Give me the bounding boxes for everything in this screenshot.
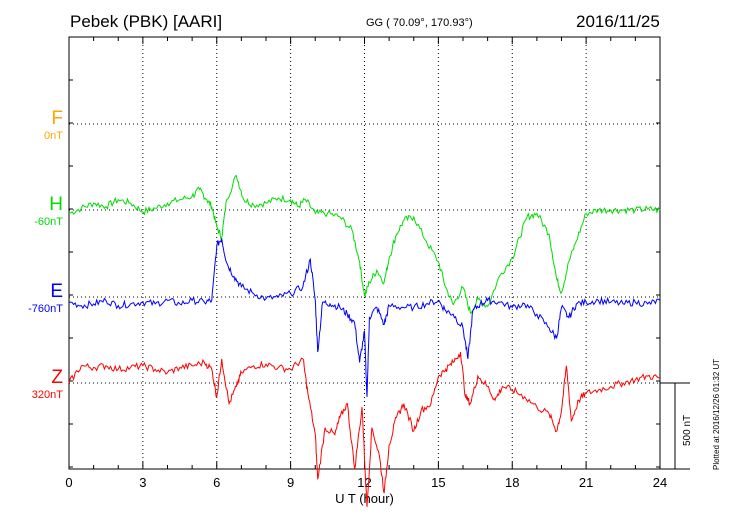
component-offset-z: 320nT [31,389,63,401]
component-name-e: E [50,281,63,302]
x-tick-label: 6 [213,475,220,490]
component-label-f: F 0nT [20,108,63,142]
scale-bar-label: 500 nT [682,414,693,446]
component-label-h: H -60nT [10,194,63,228]
x-tick-label: 18 [505,475,519,490]
series-line-h [68,174,661,315]
component-label-e: E -760nT [10,281,63,315]
x-tick-label: 12 [357,475,371,490]
component-offset-e: -760nT [28,303,63,315]
chart-date: 2016/11/25 [576,12,660,31]
x-tick-label: 0 [65,475,72,490]
component-offset-h: -60nT [34,216,63,228]
series-line-e [68,238,661,397]
component-offset-f: 0nT [44,130,63,142]
x-tick-label: 24 [653,475,667,490]
component-name-h: H [49,194,63,215]
series-line-z [68,351,661,507]
x-tick-label: 9 [287,475,294,490]
x-tick-label: 3 [139,475,146,490]
station-coordinates: GG ( 70.09°, 170.93°) [366,17,473,29]
x-axis-label: U T (hour) [335,491,394,506]
x-tick-label: 15 [431,475,445,490]
component-name-z: Z [51,367,63,388]
component-label-z: Z 320nT [10,367,63,401]
chart-title: Pebek (PBK) [AARI] [70,12,223,31]
x-tick-label: 21 [579,475,593,490]
component-name-f: F [51,108,63,129]
plotted-timestamp: Plotted at 2016/12/26 01:32 UT [712,358,721,470]
